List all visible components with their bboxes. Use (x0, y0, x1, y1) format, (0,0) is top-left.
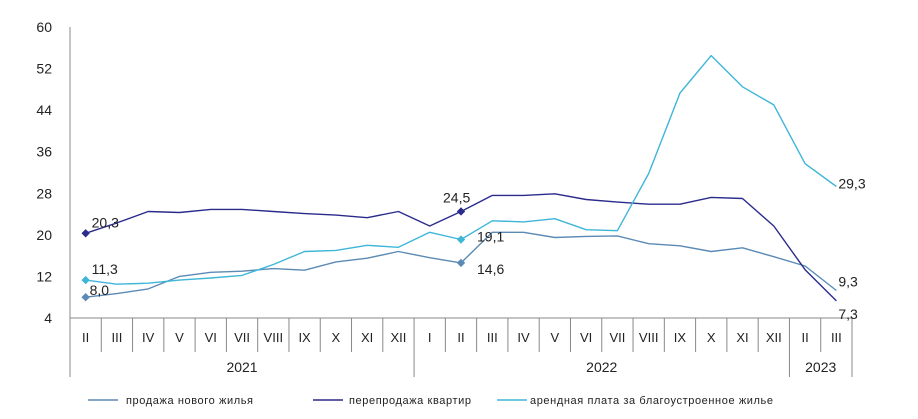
x-tick-label: II (457, 330, 464, 345)
x-tick-label: VIII (639, 330, 659, 345)
x-tick-label: X (332, 330, 341, 345)
legend-label: продажа нового жилья (126, 395, 254, 407)
x-tick-label: VI (205, 330, 217, 345)
y-tick-label: 36 (36, 144, 52, 160)
y-tick-label: 60 (36, 19, 52, 35)
y-tick-label: 52 (36, 61, 52, 77)
data-point-marker (456, 207, 466, 216)
y-tick-label: 12 (36, 268, 52, 284)
data-point-marker (456, 235, 466, 244)
x-tick-label: V (175, 330, 184, 345)
legend: продажа нового жилья перепродажа квартир а… (88, 395, 774, 407)
x-tick-label: XI (736, 330, 748, 345)
x-tick-label: IX (674, 330, 687, 345)
x-axis: II III IV V VI VII VIII IX X XI XII I II III IV V VI VII V… (69, 317, 853, 377)
data-label: 19,1 (477, 229, 504, 245)
x-tick-label: VIII (264, 330, 284, 345)
x-tick-label: III (111, 330, 122, 345)
data-label: 8,0 (90, 282, 110, 298)
data-point-marker (456, 258, 466, 268)
x-tick-label: III (831, 330, 842, 345)
x-tick-label: I (428, 330, 432, 345)
data-label: 29,3 (838, 176, 865, 192)
legend-label: перепродажа квартир (349, 395, 472, 407)
x-tick-label: II (801, 330, 808, 345)
x-tick-label: XII (390, 330, 406, 345)
y-tick-label: 44 (36, 102, 52, 118)
data-point-marker (81, 275, 90, 285)
y-tick-label: 28 (36, 185, 52, 201)
x-tick-label: IX (298, 330, 311, 345)
year-label: 2022 (586, 359, 617, 375)
y-tick-label: 20 (36, 227, 52, 243)
data-label: 14,6 (477, 261, 504, 277)
year-label: 2023 (805, 359, 836, 375)
x-tick-label: X (707, 330, 716, 345)
x-tick-label: XII (766, 330, 782, 345)
data-point-marker (81, 229, 90, 238)
year-label: 2021 (226, 359, 257, 375)
data-label: 7,3 (838, 306, 858, 322)
data-point-marker (81, 293, 90, 302)
legend-label: арендная плата за благоустроенное жилье (530, 395, 774, 407)
y-axis: 4 12 20 28 36 44 52 60 (36, 19, 71, 326)
series-layer (81, 54, 837, 302)
x-tick-label: VI (580, 330, 592, 345)
x-tick-label: VII (609, 330, 625, 345)
data-labels: 8,0 14,6 9,3 20,3 24,5 7,3 11,3 19,1 29,3 (90, 176, 866, 322)
x-tick-label: IV (517, 330, 530, 345)
data-label: 11,3 (92, 261, 118, 277)
data-label: 9,3 (838, 273, 858, 289)
y-tick-label: 4 (44, 310, 52, 326)
data-label: 20,3 (92, 214, 119, 230)
x-tick-label: VII (234, 330, 250, 345)
x-tick-label: II (82, 330, 89, 345)
x-tick-label: XI (361, 330, 373, 345)
data-label: 24,5 (443, 189, 470, 205)
x-tick-label: V (551, 330, 560, 345)
x-tick-label: IV (142, 330, 155, 345)
x-tick-label: III (487, 330, 498, 345)
